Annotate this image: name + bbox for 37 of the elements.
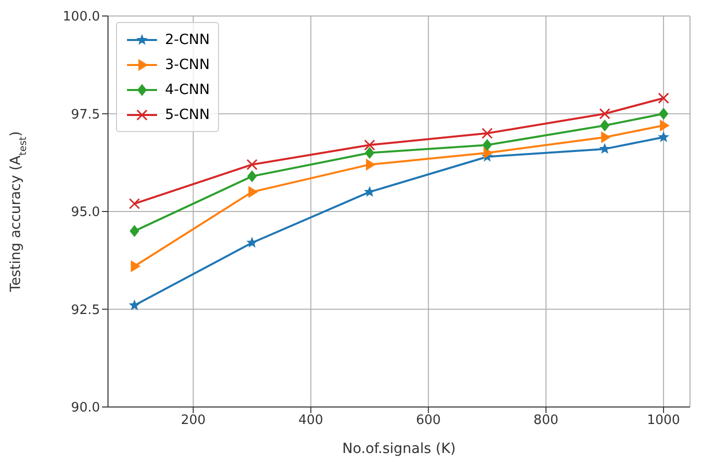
x-tick-label: 600 bbox=[416, 413, 441, 428]
point bbox=[130, 260, 140, 272]
point bbox=[247, 170, 257, 182]
y-tick-label: 97.5 bbox=[71, 107, 100, 122]
y-tick-label: 90.0 bbox=[71, 400, 100, 416]
y-tick-label: 92.5 bbox=[71, 302, 100, 318]
point bbox=[658, 108, 668, 120]
point bbox=[366, 158, 376, 171]
legend-label: 5-CNN bbox=[165, 106, 210, 122]
legend-label: 3-CNN bbox=[165, 56, 210, 72]
point bbox=[130, 225, 140, 238]
point bbox=[658, 131, 670, 142]
point bbox=[246, 236, 258, 248]
point bbox=[364, 139, 376, 151]
point bbox=[246, 159, 258, 170]
y-tick-label: 95.0 bbox=[71, 205, 100, 220]
point bbox=[128, 299, 140, 310]
point bbox=[484, 146, 494, 159]
point bbox=[600, 119, 610, 132]
point bbox=[364, 146, 374, 159]
point bbox=[248, 186, 258, 198]
legend-label: 4-CNN bbox=[165, 82, 210, 98]
y-tick-label: 100.0 bbox=[62, 10, 100, 25]
x-tick-label: 400 bbox=[298, 413, 324, 428]
x-axis-title: No.of.signals (K) bbox=[342, 441, 456, 457]
point bbox=[482, 128, 493, 139]
x-tick-label: 200 bbox=[180, 413, 206, 428]
point bbox=[658, 92, 670, 104]
point bbox=[128, 198, 140, 210]
point bbox=[599, 108, 610, 120]
point bbox=[601, 131, 611, 144]
point bbox=[599, 142, 610, 154]
x-tick-label: 800 bbox=[534, 413, 558, 428]
x-tick-label: 1000 bbox=[647, 413, 680, 428]
point bbox=[660, 119, 670, 132]
point bbox=[482, 139, 492, 152]
legend-label: 2-CNN bbox=[165, 32, 210, 48]
